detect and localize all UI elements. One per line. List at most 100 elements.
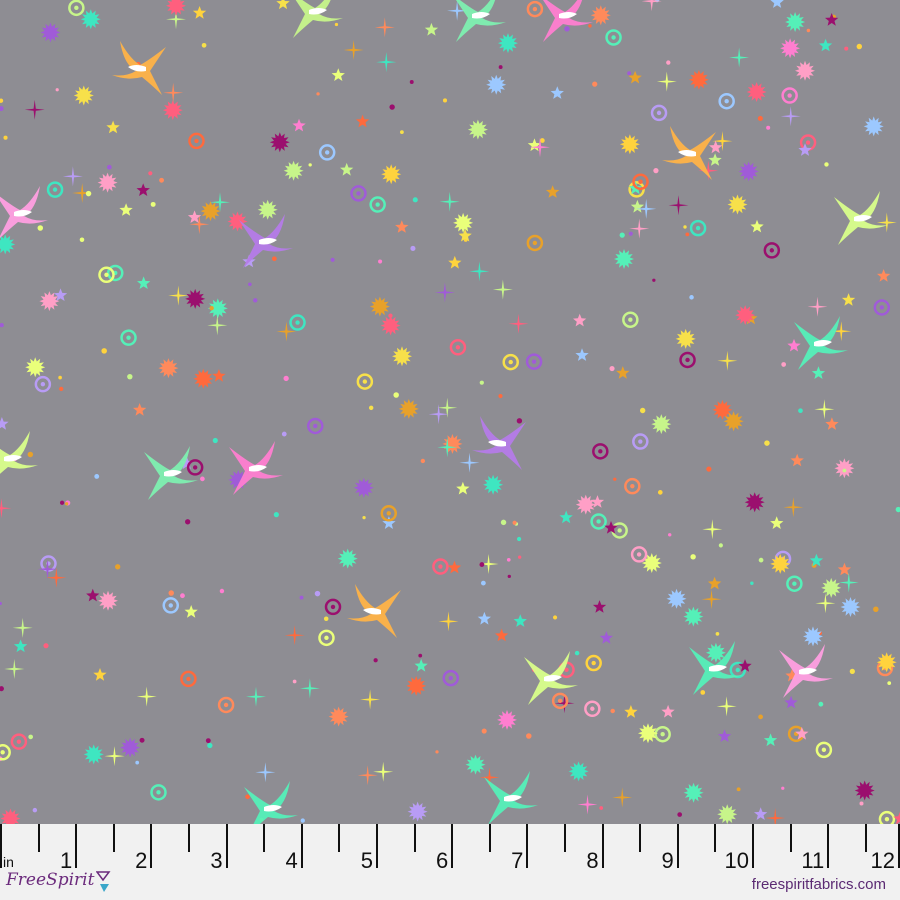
dot-motif	[299, 595, 304, 600]
dot-motif	[657, 490, 663, 495]
dot-motif	[683, 225, 687, 229]
ruler-number: 10	[724, 848, 749, 873]
sparkle-icon	[479, 767, 500, 788]
burst-icon	[795, 60, 815, 81]
burst-icon	[228, 469, 249, 490]
ruler-number: 7	[511, 848, 524, 873]
star-icon	[628, 70, 642, 84]
burst-icon	[257, 199, 278, 220]
sparkle-icon	[276, 321, 297, 342]
dot-motif	[316, 92, 320, 96]
burst-icon	[392, 346, 412, 367]
dot-motif	[498, 65, 503, 70]
dot-motif	[308, 163, 312, 167]
star-icon	[382, 516, 396, 529]
ring-center	[879, 305, 885, 310]
ring-icon	[324, 598, 342, 616]
dot-motif	[479, 562, 485, 568]
ring-icon	[380, 505, 397, 522]
burst-icon	[193, 368, 214, 389]
website-link[interactable]: freespiritfabrics.com	[751, 876, 886, 893]
ruler-half-tick	[864, 824, 867, 852]
dot-motif	[148, 171, 153, 176]
ring-icon	[46, 181, 64, 198]
dot-motif	[507, 574, 511, 579]
dot-motif	[55, 88, 59, 92]
star-icon	[590, 495, 605, 508]
ring-icon	[449, 339, 467, 356]
star-icon	[784, 695, 798, 709]
ring-center	[295, 320, 300, 325]
dot-motif	[574, 650, 580, 656]
star-icon	[877, 269, 891, 282]
dot-motif	[552, 615, 558, 620]
dot-motif	[842, 468, 847, 473]
burst-icon	[406, 675, 427, 696]
star-icon	[495, 628, 509, 642]
ring-icon	[68, 0, 85, 17]
ring-icon	[10, 733, 28, 750]
ruler-inch-tick	[376, 824, 378, 868]
star-icon	[624, 705, 638, 718]
ring-center	[104, 272, 109, 277]
swallow-icon	[112, 41, 166, 95]
ruler-number: 3	[210, 848, 223, 873]
ruler-inch-tick	[601, 824, 604, 868]
sparkle-icon	[447, 0, 468, 21]
dot-motif	[498, 393, 503, 399]
sparkle-icon	[24, 99, 45, 120]
ring-icon	[584, 700, 601, 718]
sparkle-icon	[698, 160, 719, 181]
sparkle-icon	[712, 131, 733, 152]
sparkle-icon	[765, 808, 786, 824]
star-icon	[546, 185, 560, 198]
burst-icon	[97, 172, 118, 193]
ruler-number: 11	[801, 848, 825, 873]
burst-icon	[727, 194, 748, 215]
ring-center	[805, 140, 811, 145]
dot-motif	[628, 231, 633, 236]
burst-icon	[717, 804, 738, 824]
dot-motif	[480, 580, 486, 586]
dot-motif	[65, 502, 69, 506]
star-icon	[754, 807, 768, 820]
sparkle-icon	[508, 313, 529, 334]
burst-icon	[619, 134, 640, 155]
ring-icon	[98, 266, 115, 284]
dot-motif	[0, 98, 4, 103]
swallow-icon	[229, 441, 283, 495]
ring-center	[769, 248, 775, 253]
ring-icon	[150, 784, 167, 801]
burst-icon	[328, 706, 349, 727]
ring-icon	[718, 92, 735, 110]
star-icon	[604, 521, 618, 534]
dot-motif	[750, 581, 754, 586]
ring-center	[455, 345, 461, 350]
burst-icon	[442, 433, 463, 454]
ring-icon	[786, 575, 803, 592]
ring-icon	[781, 87, 798, 104]
ring-icon	[356, 373, 374, 390]
freespirit-logo: FreeSpirit	[6, 870, 95, 890]
ring-center	[532, 6, 538, 12]
star-icon	[424, 22, 439, 36]
dot-motif	[159, 177, 165, 183]
ring-center	[638, 439, 643, 444]
sparkle-icon	[831, 321, 852, 342]
burst-icon	[158, 358, 179, 379]
ring-icon	[0, 744, 11, 761]
ring-icon	[632, 433, 649, 450]
fabric-swatch	[0, 0, 900, 824]
dot-motif	[135, 760, 140, 765]
dot-motif	[516, 536, 522, 542]
ring-center	[0, 750, 5, 755]
dot-motif	[300, 818, 305, 823]
ring-center	[40, 381, 46, 387]
dot-motif	[27, 451, 34, 458]
dot-motif	[323, 616, 329, 621]
burst-icon	[683, 606, 704, 627]
sparkle-icon	[46, 567, 67, 588]
swallow-icon	[834, 191, 888, 245]
ruler-half-tick	[639, 824, 642, 852]
ring-center	[724, 99, 729, 104]
